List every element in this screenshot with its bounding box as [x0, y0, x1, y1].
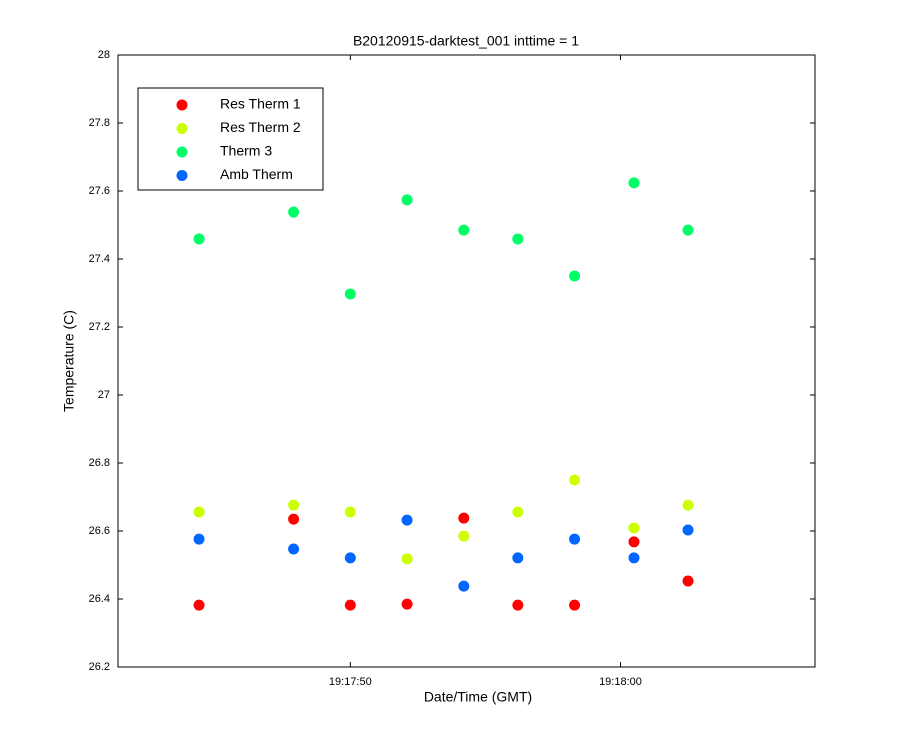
data-point: [458, 224, 470, 236]
legend-label: Therm 3: [220, 143, 272, 159]
data-point: [401, 598, 413, 610]
data-point: [458, 512, 470, 524]
data-point: [193, 233, 205, 245]
data-point: [628, 177, 640, 189]
data-point: [401, 514, 413, 526]
data-point: [458, 580, 470, 592]
data-point: [193, 506, 205, 518]
data-point: [344, 552, 356, 564]
data-point: [569, 533, 581, 545]
legend-marker: [176, 146, 188, 158]
legend-marker: [176, 123, 188, 134]
data-point: [288, 543, 300, 555]
legend-marker: [176, 99, 188, 111]
data-point: [512, 233, 524, 245]
data-point: [401, 194, 413, 206]
data-point: [193, 599, 205, 611]
data-point: [344, 288, 356, 300]
x-axis-label: Date/Time (GMT): [424, 689, 532, 705]
data-point: [344, 506, 356, 518]
data-point: [512, 552, 524, 564]
data-point: [682, 575, 694, 587]
data-point: [628, 536, 640, 548]
y-tick-label: 27.2: [89, 321, 110, 333]
y-tick-label: 27.8: [89, 117, 110, 129]
data-point: [569, 270, 581, 282]
y-tick-label: 28: [98, 49, 110, 61]
legend-box: [137, 87, 324, 191]
y-axis-label: Temperature (C): [61, 310, 77, 412]
legend-label: Amb Therm: [220, 166, 293, 182]
y-tick-label: 27: [98, 389, 110, 401]
data-point: [288, 499, 300, 511]
x-tick-label: 19:17:50: [329, 676, 372, 688]
data-point: [512, 506, 524, 518]
x-tick-label: 19:18:00: [599, 676, 642, 688]
legend-label: Res Therm 2: [220, 119, 301, 135]
data-point: [682, 524, 694, 536]
legend-marker: [176, 170, 188, 181]
data-point: [401, 553, 413, 565]
data-point: [569, 599, 581, 611]
data-point: [344, 599, 356, 611]
data-point: [193, 533, 205, 545]
data-point: [512, 599, 524, 611]
y-tick-label: 27.6: [89, 185, 110, 197]
data-point: [458, 530, 470, 542]
y-tick-label: 26.2: [89, 661, 110, 673]
data-point: [628, 522, 640, 534]
legend-label: Res Therm 1: [220, 96, 301, 112]
data-point: [682, 499, 694, 511]
y-tick-label: 27.4: [89, 253, 110, 265]
y-tick-label: 26.4: [89, 593, 110, 605]
data-point: [628, 552, 640, 564]
y-tick-label: 26.8: [89, 457, 110, 469]
data-point: [569, 474, 581, 486]
y-tick-label: 26.6: [89, 525, 110, 537]
data-point: [682, 224, 694, 236]
data-point: [288, 206, 300, 218]
chart-title: B20120915-darktest_001 inttime = 1: [353, 33, 579, 49]
data-point: [288, 513, 300, 525]
